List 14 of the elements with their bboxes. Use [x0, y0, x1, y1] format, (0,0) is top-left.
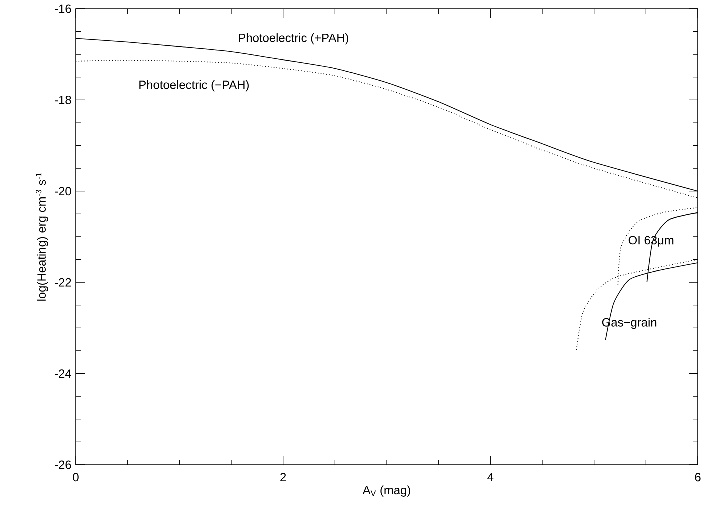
annotation: Photoelectric (+PAH): [239, 34, 348, 45]
x-tick-label: 2: [280, 473, 286, 482]
y-tick-label: -22: [55, 278, 72, 287]
y-axis-title: log(Heating) erg cm$^{-3}$ s$^{-1}$: [36, 173, 48, 301]
y-tick-label: -18: [55, 96, 72, 104]
x-axis-title: A$_{V}$ (mag): [362, 486, 410, 497]
y-tick-label: -24: [55, 370, 72, 378]
annotation: Photoelectric (−PAH): [140, 80, 249, 92]
y-tick-label: -20: [55, 187, 72, 196]
x-tick-label: 4: [488, 473, 494, 482]
y-tick-label: -16: [55, 4, 72, 14]
y-tick-label: -26: [55, 460, 72, 470]
x-tick-label: 0: [73, 473, 79, 482]
x-tick-label: 6: [695, 473, 701, 482]
